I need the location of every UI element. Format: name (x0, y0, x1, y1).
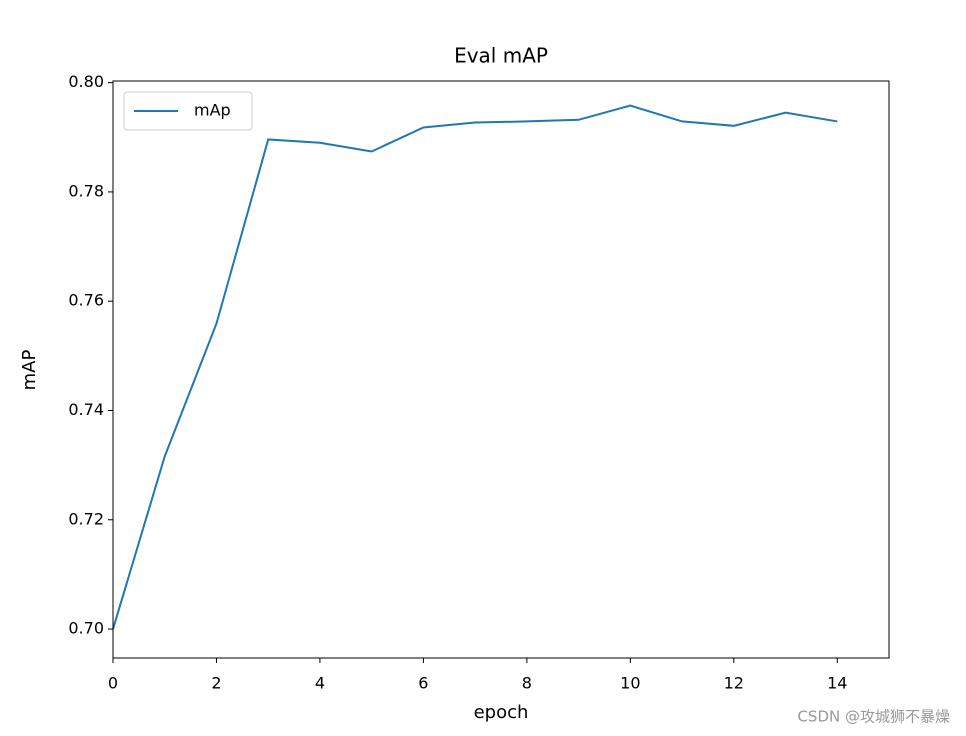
y-tick-label: 0.74 (68, 400, 104, 419)
watermark: CSDN @攻城狮不暴燥 (797, 708, 950, 726)
x-tick-label: 14 (827, 674, 847, 693)
legend-label: mAp (194, 101, 231, 120)
x-tick-label: 0 (108, 674, 118, 693)
x-tick-label: 6 (418, 674, 428, 693)
x-tick-label: 2 (211, 674, 221, 693)
x-tick-label: 4 (315, 674, 325, 693)
y-tick-label: 0.78 (68, 181, 104, 200)
y-tick-label: 0.72 (68, 509, 104, 528)
x-tick-label: 8 (522, 674, 532, 693)
x-axis-label: epoch (474, 702, 529, 723)
x-tick-label: 10 (620, 674, 640, 693)
plot-frame (112, 80, 890, 659)
y-tick-label: 0.76 (68, 291, 104, 310)
y-tick-label: 0.80 (68, 72, 104, 91)
y-axis-label: mAP (19, 350, 40, 391)
chart-title: Eval mAP (454, 44, 548, 68)
legend-box (123, 91, 253, 131)
x-tick-label: 12 (724, 674, 744, 693)
line (112, 104, 838, 630)
y-tick-label: 0.70 (68, 619, 104, 638)
